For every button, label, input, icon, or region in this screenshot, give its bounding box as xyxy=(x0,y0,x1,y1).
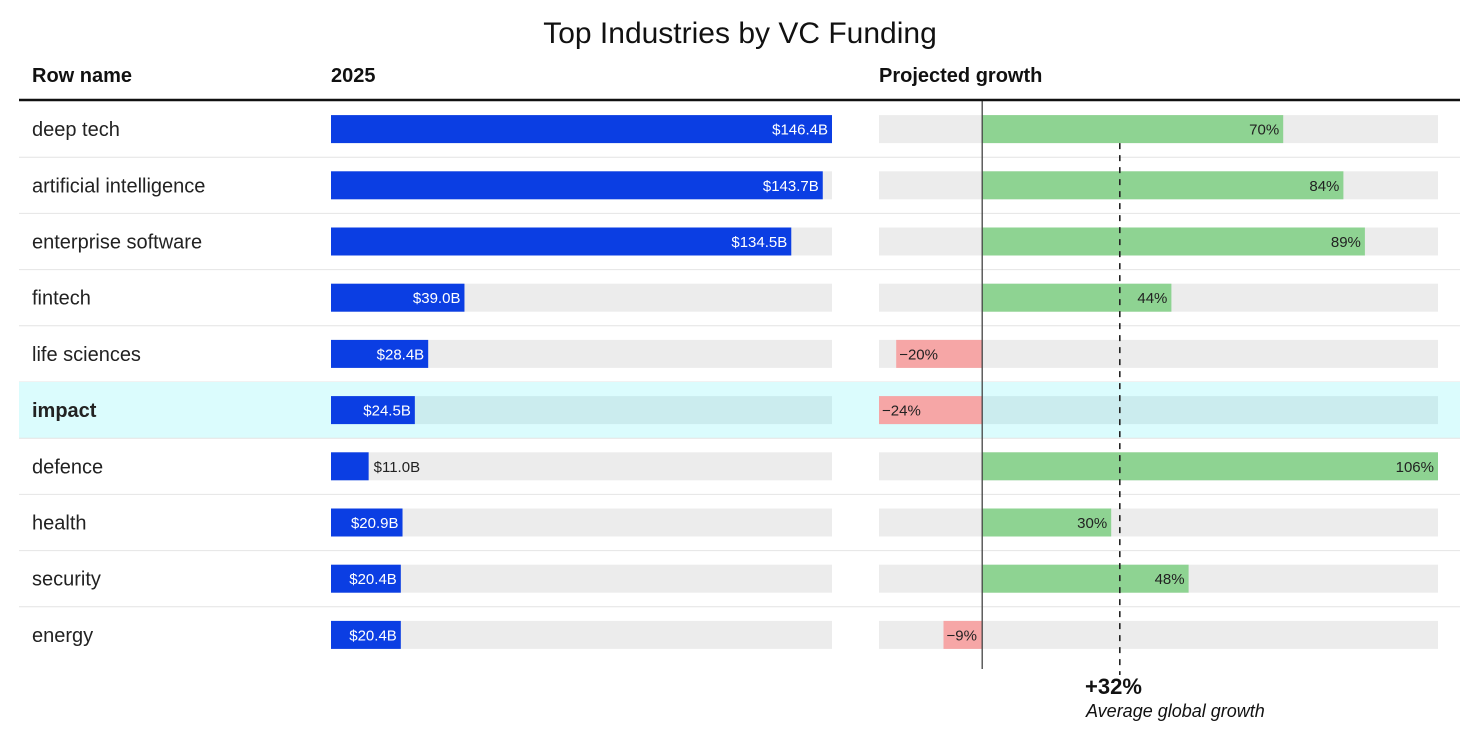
funding-bar-impact xyxy=(331,396,415,425)
bars xyxy=(331,115,1438,649)
row-label-fintech: fintech xyxy=(32,288,91,310)
column-header-projected-growth: Projected growth xyxy=(879,65,1042,87)
column-header-row-name: Row name xyxy=(32,65,132,87)
funding-track-defence xyxy=(331,452,832,481)
growth-value-enterprise-software: 89% xyxy=(1331,234,1361,251)
lines xyxy=(981,101,1121,675)
row-label-defence: defence xyxy=(32,456,103,478)
funding-bar-defence xyxy=(331,452,369,481)
funding-bar-deep-tech xyxy=(331,115,832,144)
growth-value-life-sciences: −20% xyxy=(899,346,938,363)
row-label-deep-tech: deep tech xyxy=(32,119,120,141)
funding-bar-enterprise-software xyxy=(331,227,792,256)
funding-value-artificial-intelligence: $143.7B xyxy=(763,178,819,195)
row-label-energy: energy xyxy=(32,625,93,647)
funding-value-fintech: $39.0B xyxy=(413,290,461,307)
growth-bar-life-sciences xyxy=(896,339,983,368)
growth-value-health: 30% xyxy=(1077,515,1107,532)
growth-bar-artificial-intelligence xyxy=(982,171,1344,200)
funding-value-security: $20.4B xyxy=(349,571,397,588)
column-header-2025: 2025 xyxy=(331,65,376,87)
funding-bar-energy xyxy=(331,620,401,649)
funding-value-impact: $24.5B xyxy=(363,403,411,420)
funding-value-defence: $11.0B xyxy=(374,459,420,476)
funding-bar-security xyxy=(331,564,401,593)
row-label-enterprise-software: enterprise software xyxy=(32,232,202,254)
funding-track-health xyxy=(331,508,832,537)
row-label-artificial-intelligence: artificial intelligence xyxy=(32,175,205,197)
growth-value-defence: 106% xyxy=(1396,459,1434,476)
growth-value-fintech: 44% xyxy=(1137,290,1167,307)
funding-bar-fintech xyxy=(331,283,465,312)
growth-value-deep-tech: 70% xyxy=(1249,122,1279,139)
row-label-impact: impact xyxy=(32,400,97,422)
growth-track-health xyxy=(879,508,1438,537)
average-growth-caption: Average global growth xyxy=(1085,701,1265,721)
growth-value-energy: −9% xyxy=(947,627,977,644)
funding-track-security xyxy=(331,564,832,593)
funding-bar-artificial-intelligence xyxy=(331,171,823,200)
growth-bar-deep-tech xyxy=(982,115,1284,144)
growth-bar-fintech xyxy=(982,283,1172,312)
funding-value-enterprise-software: $134.5B xyxy=(731,234,787,251)
growth-bar-health xyxy=(982,508,1112,537)
average-growth-value: +32% xyxy=(1085,674,1142,699)
funding-value-life-sciences: $28.4B xyxy=(377,346,425,363)
row-label-life-sciences: life sciences xyxy=(32,344,141,366)
labels: $146.4B 70% deep tech $143.7B 84% artificial … xyxy=(32,119,1434,647)
growth-value-artificial-intelligence: 84% xyxy=(1309,178,1339,195)
growth-bar-defence xyxy=(982,452,1438,481)
growth-bar-security xyxy=(982,564,1189,593)
funding-track-energy xyxy=(331,620,832,649)
growth-bar-energy xyxy=(943,620,983,649)
growth-value-security: 48% xyxy=(1155,571,1185,588)
funding-bar-life-sciences xyxy=(331,339,429,368)
growth-bar-impact xyxy=(879,396,983,425)
funding-value-health: $20.9B xyxy=(351,515,399,532)
row-label-health: health xyxy=(32,513,87,535)
funding-value-energy: $20.4B xyxy=(349,627,397,644)
row-label-security: security xyxy=(32,569,101,591)
growth-bar-enterprise-software xyxy=(982,227,1365,256)
chart-title: Top Industries by VC Funding xyxy=(543,17,937,50)
growth-value-impact: −24% xyxy=(882,403,921,420)
funding-value-deep-tech: $146.4B xyxy=(772,122,828,139)
row-backgrounds xyxy=(19,156,1460,608)
funding-bar-health xyxy=(331,508,403,537)
